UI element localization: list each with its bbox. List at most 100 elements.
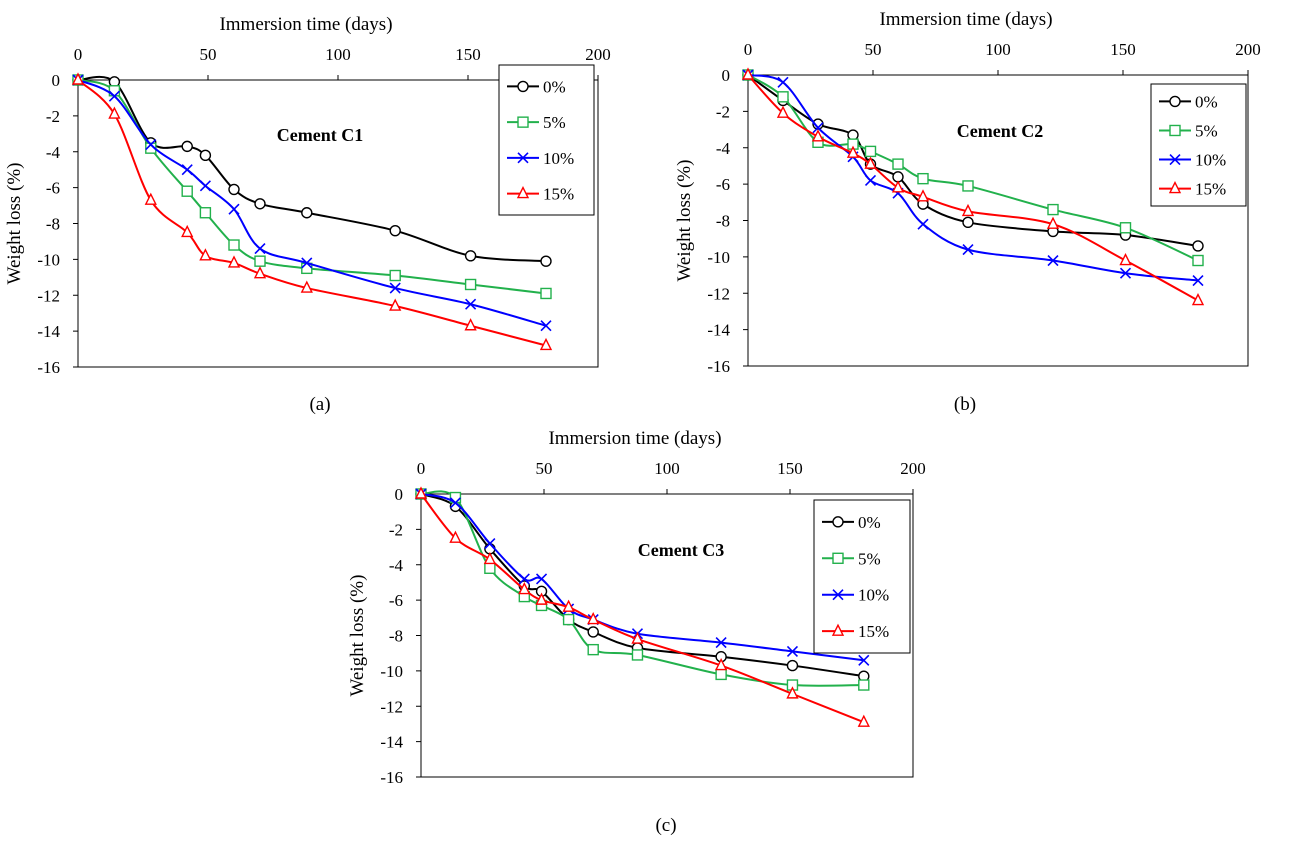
y-tick-label: -14 (707, 321, 730, 340)
x-tick-label: 150 (1110, 40, 1136, 59)
data-point (483, 551, 497, 565)
y-tick-label: -14 (380, 733, 403, 752)
data-point (484, 537, 496, 550)
data-point (864, 156, 877, 169)
data-point (389, 224, 401, 237)
y-tick-label: -4 (389, 556, 404, 575)
legend-marker (1168, 181, 1182, 194)
data-point (181, 185, 193, 197)
data-point (631, 631, 644, 644)
chart-title: Cement C2 (957, 121, 1043, 141)
data-point (916, 189, 930, 202)
y-tick-label: -2 (716, 102, 730, 121)
legend-marker (1169, 153, 1181, 166)
data-point (1191, 292, 1205, 306)
series-line (77, 79, 547, 295)
series-line (747, 74, 1199, 282)
y-tick-label: -4 (716, 139, 731, 158)
data-point (776, 105, 790, 118)
legend-label: 15% (1195, 180, 1226, 199)
data-point (857, 714, 870, 727)
data-point (518, 573, 530, 585)
x-tick-label: 50 (200, 45, 217, 64)
x-tick-label: 0 (74, 45, 83, 64)
data-point (562, 599, 575, 612)
data-point (301, 207, 313, 219)
chart-title: Cement C3 (638, 540, 724, 560)
data-point (144, 192, 157, 205)
legend-label: 5% (543, 113, 566, 132)
panel-caption: (c) (655, 815, 676, 836)
y-tick-label: -16 (37, 358, 60, 377)
data-point (228, 239, 240, 251)
data-point (777, 91, 789, 103)
data-point (389, 298, 402, 311)
data-point (71, 72, 85, 85)
data-point (812, 122, 824, 134)
series-15pct (741, 67, 1205, 306)
series-0pct (742, 69, 1204, 252)
data-point (714, 658, 728, 671)
x-tick-label: 200 (900, 459, 926, 478)
data-point (540, 320, 552, 332)
y-axis-title: Weight loss (%) (347, 575, 368, 697)
x-tick-label: 200 (585, 45, 611, 64)
y-tick-label: -4 (46, 143, 61, 162)
series-5pct (415, 488, 870, 691)
data-point (917, 218, 929, 230)
series-10pct (72, 74, 552, 332)
x-tick-label: 50 (865, 40, 882, 59)
y-tick-label: -2 (389, 520, 403, 539)
legend-marker (517, 152, 529, 164)
legend-marker (832, 589, 844, 601)
data-point (864, 145, 877, 158)
y-tick-label: -2 (46, 107, 60, 126)
chart-panel-1: 0 50 100 150 200 0 -2 -4 -6 -8 -10 -12 -14 -16 Immersi… (4, 14, 611, 415)
data-point (254, 243, 266, 255)
x-tick-label: 0 (744, 40, 753, 59)
x-tick-label: 100 (654, 459, 680, 478)
series-10pct (742, 69, 1204, 287)
data-point (145, 139, 157, 151)
x-tick-label: 150 (777, 459, 803, 478)
data-point (962, 180, 974, 192)
data-point (786, 686, 799, 699)
series-5pct (742, 69, 1204, 267)
data-point (1046, 216, 1060, 229)
data-point (227, 255, 241, 268)
data-point (108, 90, 120, 102)
data-point (1192, 274, 1204, 287)
data-point (1047, 203, 1059, 216)
legend-box (498, 64, 595, 216)
legend-label: 10% (1195, 151, 1226, 170)
data-point (962, 216, 974, 229)
y-tick-label: 0 (52, 71, 61, 90)
data-point (962, 244, 974, 256)
y-tick-label: -10 (707, 248, 730, 267)
data-point (858, 654, 870, 666)
legend-label: 10% (543, 149, 574, 168)
data-point (540, 255, 552, 267)
y-tick-label: -8 (389, 627, 403, 646)
legend-label: 0% (543, 77, 566, 96)
legend-marker (516, 186, 530, 199)
data-point (449, 530, 462, 543)
data-point (518, 581, 531, 595)
data-point (631, 649, 644, 661)
data-point (228, 203, 240, 215)
y-tick-label: -12 (37, 286, 60, 305)
data-point (1192, 254, 1204, 267)
data-point (858, 679, 870, 691)
x-axis-title: Immersion time (days) (879, 9, 1052, 30)
legend-label: 0% (858, 513, 881, 532)
x-tick-label: 0 (417, 459, 426, 478)
legend: 0% 5% 10% 15% (498, 64, 595, 216)
data-point (181, 224, 194, 238)
chart-panel-2: 0 50 100 150 200 0 -2 -4 -6 -8 -10 -12 -14 -16 Immersi… (674, 9, 1261, 415)
data-point (715, 668, 727, 681)
data-point (917, 172, 929, 185)
data-point (1119, 222, 1132, 234)
data-point (253, 266, 267, 279)
series-10pct (415, 488, 870, 666)
